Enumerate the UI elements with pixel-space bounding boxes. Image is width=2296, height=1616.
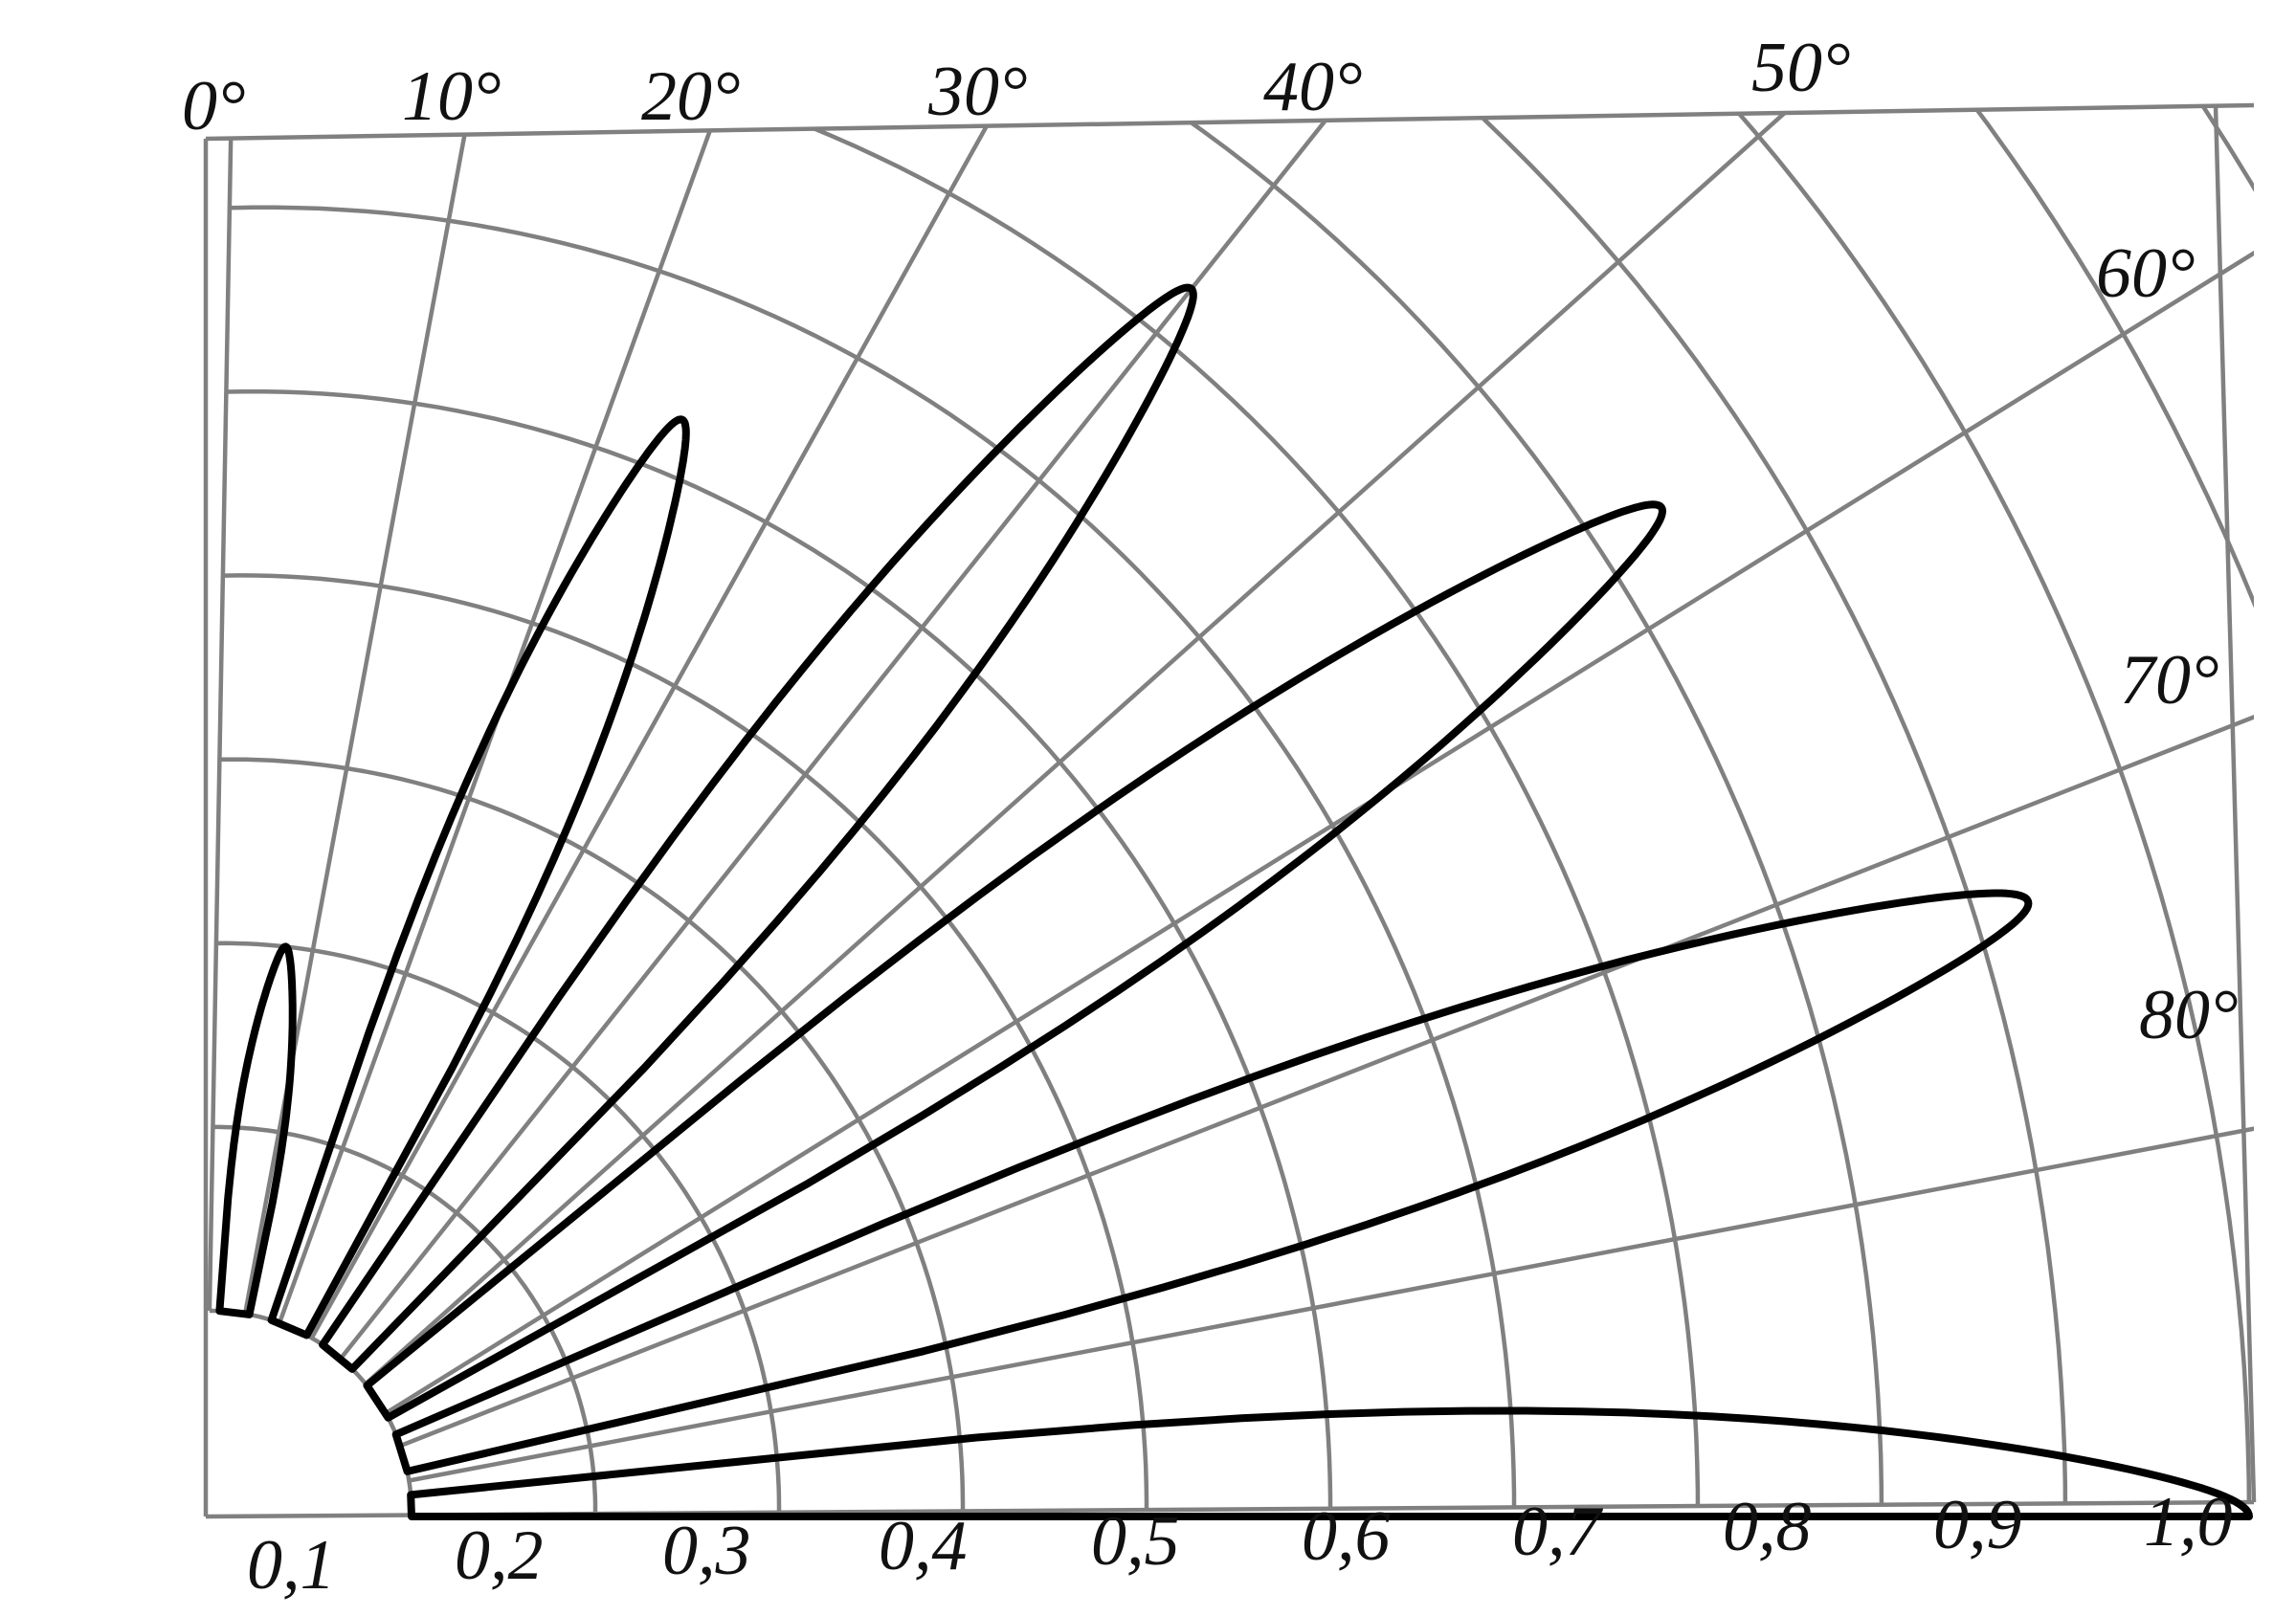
angle-tick-label: 60° — [2096, 234, 2196, 313]
grid-arc-11 — [246, 105, 2254, 1516]
chart-frame — [203, 102, 2257, 1519]
angle-tick-label: 50° — [1751, 29, 1851, 107]
lobe-0 — [215, 942, 297, 1318]
radial-tick-label: 0,5 — [1091, 1502, 1180, 1581]
grid-arc-7 — [233, 105, 1701, 1516]
grid-arc-5 — [226, 388, 1333, 1516]
radial-tick-label: 0,2 — [455, 1516, 544, 1595]
angle-tick-label: 20° — [641, 57, 741, 136]
grid-arc-6 — [229, 205, 1517, 1516]
radial-tick-label: 0,7 — [1512, 1493, 1604, 1571]
grid-ray-80 — [408, 858, 2254, 1483]
grid-arc-8 — [235, 105, 1884, 1516]
angle-tick-label: 30° — [927, 53, 1028, 131]
radial-tick-label: 1,0 — [2144, 1483, 2233, 1561]
lobe-5 — [407, 1406, 2253, 1520]
lobe-2 — [319, 283, 1197, 1373]
grid-ray-20 — [277, 105, 1436, 1324]
radial-tick-label: 0,4 — [879, 1507, 968, 1585]
grid-arc-outer-16 — [262, 105, 2254, 1516]
radial-tick-label: 0,9 — [1933, 1486, 2022, 1564]
frame-top — [205, 102, 2255, 142]
grid-ray-40 — [339, 105, 2254, 1361]
grid-arc-outer-15 — [259, 105, 2254, 1516]
angle-tick-label: 80° — [2139, 976, 2239, 1054]
grid-ray-10 — [242, 105, 863, 1315]
grid-arc-10 — [242, 105, 2252, 1516]
lobe-1 — [267, 415, 690, 1339]
grid-ray-60 — [384, 105, 2254, 1415]
radial-tick-labels: 0,1 0,2 0,3 0,4 0,5 0,6 0,7 0,8 0,9 1,0 — [247, 1483, 2233, 1605]
radial-tick-label: 0,3 — [662, 1512, 751, 1590]
grid-ray-0 — [207, 105, 273, 1312]
grid-arc-2 — [215, 941, 782, 1516]
grid-arc-outer-13 — [253, 105, 2254, 1516]
lobe-3 — [363, 500, 1666, 1422]
radial-tick-label: 0,8 — [1723, 1488, 1812, 1566]
angle-tick-label: 0° — [182, 67, 246, 145]
radiation-lobes — [215, 283, 2253, 1520]
grid-arc-outer-12 — [249, 105, 2254, 1516]
grid-arc-outer-14 — [256, 105, 2254, 1516]
radial-tick-label: 0,6 — [1302, 1497, 1391, 1576]
grid-ray-30 — [309, 105, 1973, 1339]
grid-arc-9 — [239, 105, 2068, 1516]
grid-ray-70 — [399, 227, 2254, 1449]
grid-arc-1 — [212, 1124, 598, 1516]
radial-tick-label: 0,1 — [247, 1526, 336, 1605]
lobe-4 — [391, 889, 2033, 1475]
polar-grid — [207, 105, 2254, 1516]
grid-ray-50 — [364, 105, 2254, 1385]
angle-tick-label: 40° — [1263, 48, 1363, 126]
grid-arc-3 — [219, 757, 966, 1516]
frame-right — [2213, 104, 2257, 1503]
angle-tick-label: 10° — [402, 57, 502, 136]
angle-tick-labels: 0° 10° 20° 30° 40° 50° 60° 70° 80° — [182, 29, 2239, 1054]
grid-arc-4 — [222, 573, 1149, 1516]
angle-tick-label: 70° — [2120, 641, 2219, 719]
